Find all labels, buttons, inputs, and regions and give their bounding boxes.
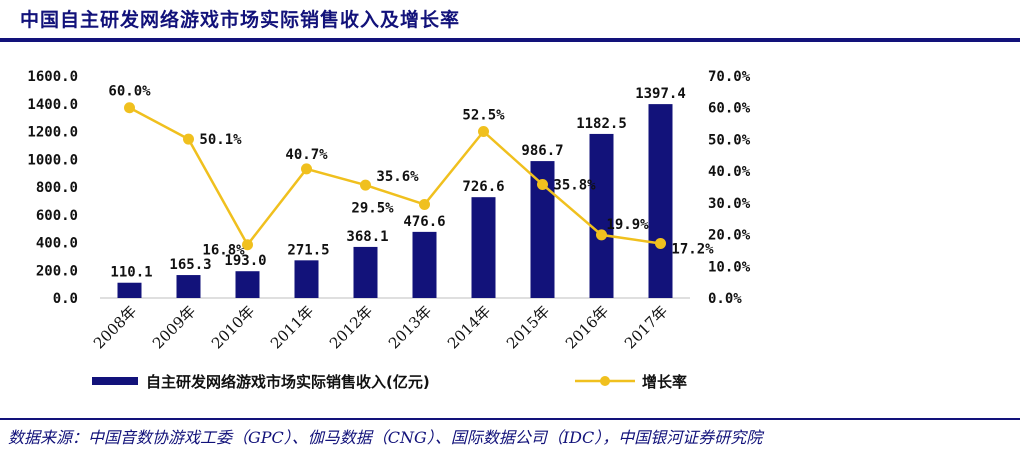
- chart-title: 中国自主研发网络游戏市场实际销售收入及增长率: [20, 9, 461, 31]
- growth-value-label: 19.9%: [606, 217, 649, 233]
- combo-chart: 0.0 200.0 400.0 600.0 800.0 1000.0 1200.0 1400.…: [27, 69, 751, 391]
- growth-point-2008年: [124, 102, 135, 114]
- bar-2010年: [235, 271, 260, 298]
- growth-rate-line: [128, 106, 661, 247]
- y-right-tick-label: 10.0%: [708, 259, 751, 275]
- growth-value-label: 50.1%: [199, 132, 242, 148]
- bar-value-label: 476.6: [403, 214, 445, 230]
- bar-value-label: 1397.4: [635, 86, 686, 102]
- x-category-label: 2009年: [149, 302, 199, 352]
- x-category-label: 2016年: [562, 302, 612, 352]
- y-right-tick-label: 60.0%: [708, 101, 751, 117]
- data-source: 数据来源：中国音数协游戏工委（GPC）、伽马数据（CNG）、国际数据公司（IDC…: [8, 428, 763, 447]
- bar-2009年: [176, 275, 201, 298]
- y-left-tick-label: 400.0: [36, 236, 78, 252]
- bar-value-label: 271.5: [287, 242, 329, 258]
- growth-point-2016年: [596, 229, 607, 241]
- growth-point-2011年: [301, 163, 312, 175]
- y-left-tick-label: 1400.0: [27, 97, 78, 113]
- y-right-tick-label: 70.0%: [708, 69, 751, 85]
- growth-value-label: 17.2%: [671, 241, 714, 257]
- bar-2014年: [471, 197, 496, 298]
- legend-line-marker: [600, 376, 610, 386]
- x-category-label: 2014年: [444, 302, 494, 352]
- growth-value-label: 40.7%: [285, 147, 328, 163]
- growth-value-label: 35.8%: [553, 177, 596, 193]
- y-right-tick-label: 50.0%: [708, 132, 751, 148]
- x-category-label: 2010年: [208, 302, 258, 352]
- bar-value-label: 1182.5: [576, 116, 627, 132]
- y-right-tick-label: 40.0%: [708, 164, 751, 180]
- growth-value-label: 52.5%: [462, 108, 505, 124]
- bar-2008年: [117, 282, 142, 298]
- bar-2013年: [412, 231, 437, 298]
- growth-value-label: 16.8%: [202, 243, 245, 259]
- growth-value-label: 29.5%: [351, 200, 394, 216]
- growth-point-2015年: [537, 178, 548, 190]
- growth-point-2017年: [655, 237, 666, 249]
- bottom-rule: [0, 418, 1020, 420]
- growth-value-label: 60.0%: [108, 84, 151, 100]
- y-right-tick-label: 0.0%: [708, 291, 742, 307]
- legend-bar-label: 自主研发网络游戏市场实际销售收入(亿元): [146, 373, 430, 391]
- y-left-tick-label: 1600.0: [27, 69, 78, 85]
- x-category-label: 2012年: [326, 302, 376, 352]
- growth-point-2009年: [183, 133, 194, 145]
- y-left-tick-label: 1200.0: [27, 125, 78, 141]
- y-left-tick-label: 1000.0: [27, 152, 78, 168]
- top-rule: [0, 38, 1020, 42]
- legend-bar-swatch: [92, 377, 138, 385]
- y-right-tick-label: 30.0%: [708, 196, 751, 212]
- bar-value-label: 726.6: [462, 179, 504, 195]
- growth-point-2012年: [360, 179, 371, 191]
- y-left-tick-label: 600.0: [36, 208, 78, 224]
- legend-line-label: 增长率: [642, 373, 687, 391]
- x-category-label: 2013年: [385, 302, 435, 352]
- growth-point-2010年: [242, 239, 253, 251]
- bar-value-label: 986.7: [521, 143, 563, 159]
- bar-2016年: [589, 133, 614, 298]
- bar-2011年: [294, 260, 319, 298]
- bar-2012年: [353, 246, 378, 298]
- x-category-label: 2017年: [621, 302, 671, 352]
- bar-value-label: 193.0: [224, 253, 266, 269]
- bar-value-label: 368.1: [346, 229, 388, 245]
- bar-value-label: 110.1: [110, 265, 152, 281]
- growth-value-label: 35.6%: [376, 169, 419, 185]
- bar-value-label: 165.3: [169, 257, 211, 273]
- x-category-label: 2008年: [90, 302, 140, 352]
- x-category-label: 2015年: [503, 302, 553, 352]
- growth-point-2013年: [419, 198, 430, 210]
- y-right-tick-label: 20.0%: [708, 228, 751, 244]
- y-left-tick-label: 0.0: [53, 291, 78, 307]
- growth-point-2014年: [478, 126, 489, 137]
- x-category-label: 2011年: [267, 302, 317, 352]
- y-left-tick-label: 200.0: [36, 263, 78, 279]
- y-left-tick-label: 800.0: [36, 180, 78, 196]
- bar-2017年: [648, 104, 673, 298]
